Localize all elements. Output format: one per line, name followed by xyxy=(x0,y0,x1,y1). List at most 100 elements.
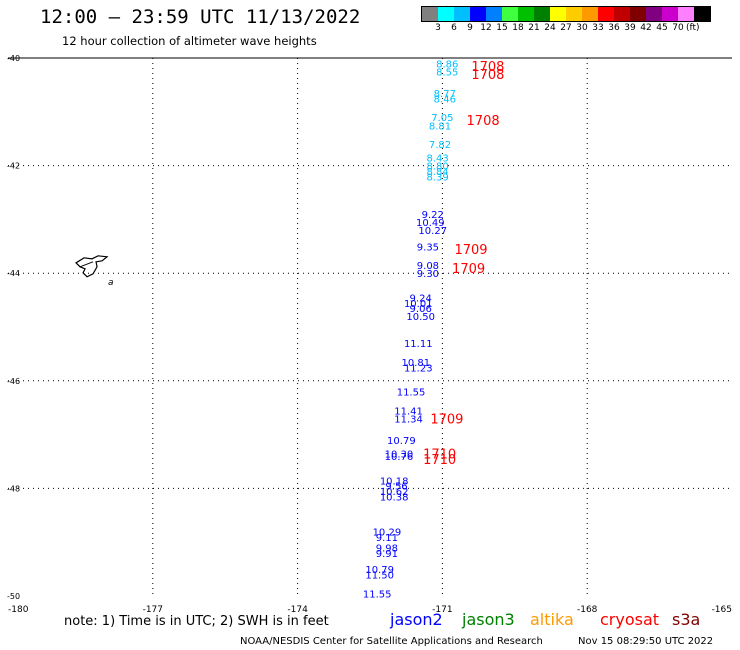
credit-line: NOAA/NESDIS Center for Satellite Applica… xyxy=(240,636,543,647)
wave-height-value: 11.50 xyxy=(365,570,394,581)
wave-height-value: 9.11 xyxy=(376,533,398,544)
colorbar-swatch xyxy=(598,7,614,21)
colorbar-label: 45 xyxy=(656,23,668,33)
colorbar-swatch xyxy=(454,7,470,21)
colorbar-swatch xyxy=(550,7,566,21)
wave-height-value: 11.55 xyxy=(363,589,392,600)
pass-time-label: 1710 xyxy=(423,453,456,468)
generation-timestamp: Nov 15 08:29:50 UTC 2022 xyxy=(578,636,714,647)
pass-time-label: 1709 xyxy=(454,243,487,258)
colorbar-swatch xyxy=(678,7,694,21)
colorbar-label: 24 xyxy=(544,23,556,33)
wave-height-value: 8.43 xyxy=(426,154,448,165)
colorbar-swatch xyxy=(438,7,454,21)
wave-height-value: 11.11 xyxy=(404,339,433,350)
wave-height-value: 9.98 xyxy=(376,544,398,555)
wave-height-value: 10.27 xyxy=(418,226,447,237)
wave-height-value: 10.81 xyxy=(402,358,431,369)
wave-height-value: 7.82 xyxy=(429,140,451,151)
pass-time-label: 1710 xyxy=(423,447,456,462)
colorbar-swatch xyxy=(582,7,598,21)
latitude-label: -50 xyxy=(7,592,20,601)
pass-time-label: 1709 xyxy=(452,262,485,277)
pass-time-label: 1708 xyxy=(471,68,504,83)
colorbar-swatch xyxy=(662,7,678,21)
wave-height-value: 10.01 xyxy=(404,299,433,310)
colorbar-label: 42 xyxy=(640,23,652,33)
wave-height-value: 9.91 xyxy=(376,549,398,560)
longitude-label: -171 xyxy=(432,605,452,615)
colorbar-swatch xyxy=(486,7,502,21)
colorbar-swatch xyxy=(470,7,486,21)
colorbar-swatch xyxy=(518,7,534,21)
wave-height-value: 10.38 xyxy=(380,492,409,503)
colorbar-label: 3 xyxy=(435,23,441,33)
wave-height-value: 8.81 xyxy=(429,121,451,132)
wave-height-value: 10.30 xyxy=(385,449,414,460)
colorbar-label: 33 xyxy=(592,23,604,33)
wave-height-value: 9.30 xyxy=(417,269,439,280)
wave-height-value: 11.34 xyxy=(394,414,423,425)
colorbar-label: 70 xyxy=(672,23,684,33)
wave-height-value: 10.29 xyxy=(373,527,402,538)
legend-cryosat: cryosat xyxy=(600,610,660,629)
latitude-label: -40 xyxy=(7,54,20,63)
island-outline xyxy=(75,255,109,278)
wave-height-value: 9.22 xyxy=(422,210,444,221)
colorbar-label: 9 xyxy=(467,23,473,33)
wave-height-value: 8.55 xyxy=(436,67,458,78)
wave-height-value: 9.06 xyxy=(410,304,432,315)
pass-time-label: 1709 xyxy=(430,412,463,427)
wave-height-colorbar xyxy=(421,6,711,22)
wave-height-value: 10.49 xyxy=(416,218,445,229)
legend-altika: altika xyxy=(530,610,574,629)
longitude-label: -177 xyxy=(143,605,163,615)
colorbar-label: 21 xyxy=(528,23,540,33)
longitude-label: -165 xyxy=(712,605,732,615)
legend-jason3: jason3 xyxy=(462,610,515,629)
colorbar-swatch xyxy=(502,7,518,21)
colorbar-swatch xyxy=(646,7,662,21)
wave-height-value: 9.35 xyxy=(417,242,439,253)
colorbar-label: 12 xyxy=(480,23,492,33)
longitude-label: -168 xyxy=(577,605,598,615)
footnote: note: 1) Time is in UTC; 2) SWH is in fe… xyxy=(64,614,329,629)
wave-height-value: 8.77 xyxy=(434,89,456,100)
wave-height-value: 10.62 xyxy=(380,487,409,498)
colorbar-label: 15 xyxy=(496,23,508,33)
colorbar-swatch xyxy=(630,7,646,21)
wave-height-value: 10.50 xyxy=(406,312,435,323)
colorbar-swatch xyxy=(534,7,550,21)
pass-time-label: 1708 xyxy=(471,60,504,75)
latitude-label: -48 xyxy=(7,484,20,493)
wave-height-value: 11.23 xyxy=(404,363,433,374)
wave-height-value: 9.08 xyxy=(417,261,439,272)
wave-height-value: 7.05 xyxy=(431,113,453,124)
wave-height-value: 9.56 xyxy=(385,482,407,493)
island-lagoon-line xyxy=(79,261,94,268)
wave-height-value: 9.24 xyxy=(410,293,432,304)
map-subtitle: 12 hour collection of altimeter wave hei… xyxy=(62,34,317,48)
colorbar-swatch xyxy=(614,7,630,21)
wave-height-value: 8.86 xyxy=(436,59,458,70)
legend-jason2: jason2 xyxy=(390,610,443,629)
colorbar-label: 27 xyxy=(560,23,572,33)
colorbar-label: 39 xyxy=(624,23,636,33)
pass-time-label: 1708 xyxy=(467,114,500,129)
legend-s3a: s3a xyxy=(672,610,701,629)
wave-height-value: 10.18 xyxy=(380,476,409,487)
colorbar-label: 30 xyxy=(576,23,588,33)
colorbar-label: 18 xyxy=(512,23,524,33)
wave-height-value: 11.55 xyxy=(397,388,426,399)
wave-height-value: 8.39 xyxy=(426,172,448,183)
colorbar-swatch xyxy=(422,7,438,21)
wave-height-value: 10.79 xyxy=(365,565,394,576)
wave-height-value: 10.76 xyxy=(385,452,414,463)
longitude-label: -180 xyxy=(8,605,29,615)
colorbar-label: 6 xyxy=(451,23,457,33)
wave-height-value: 8.46 xyxy=(434,94,456,105)
map-title: 12:00 – 23:59 UTC 11/13/2022 xyxy=(40,6,361,28)
wave-height-value: 8.80 xyxy=(426,162,448,173)
colorbar-swatch xyxy=(566,7,582,21)
